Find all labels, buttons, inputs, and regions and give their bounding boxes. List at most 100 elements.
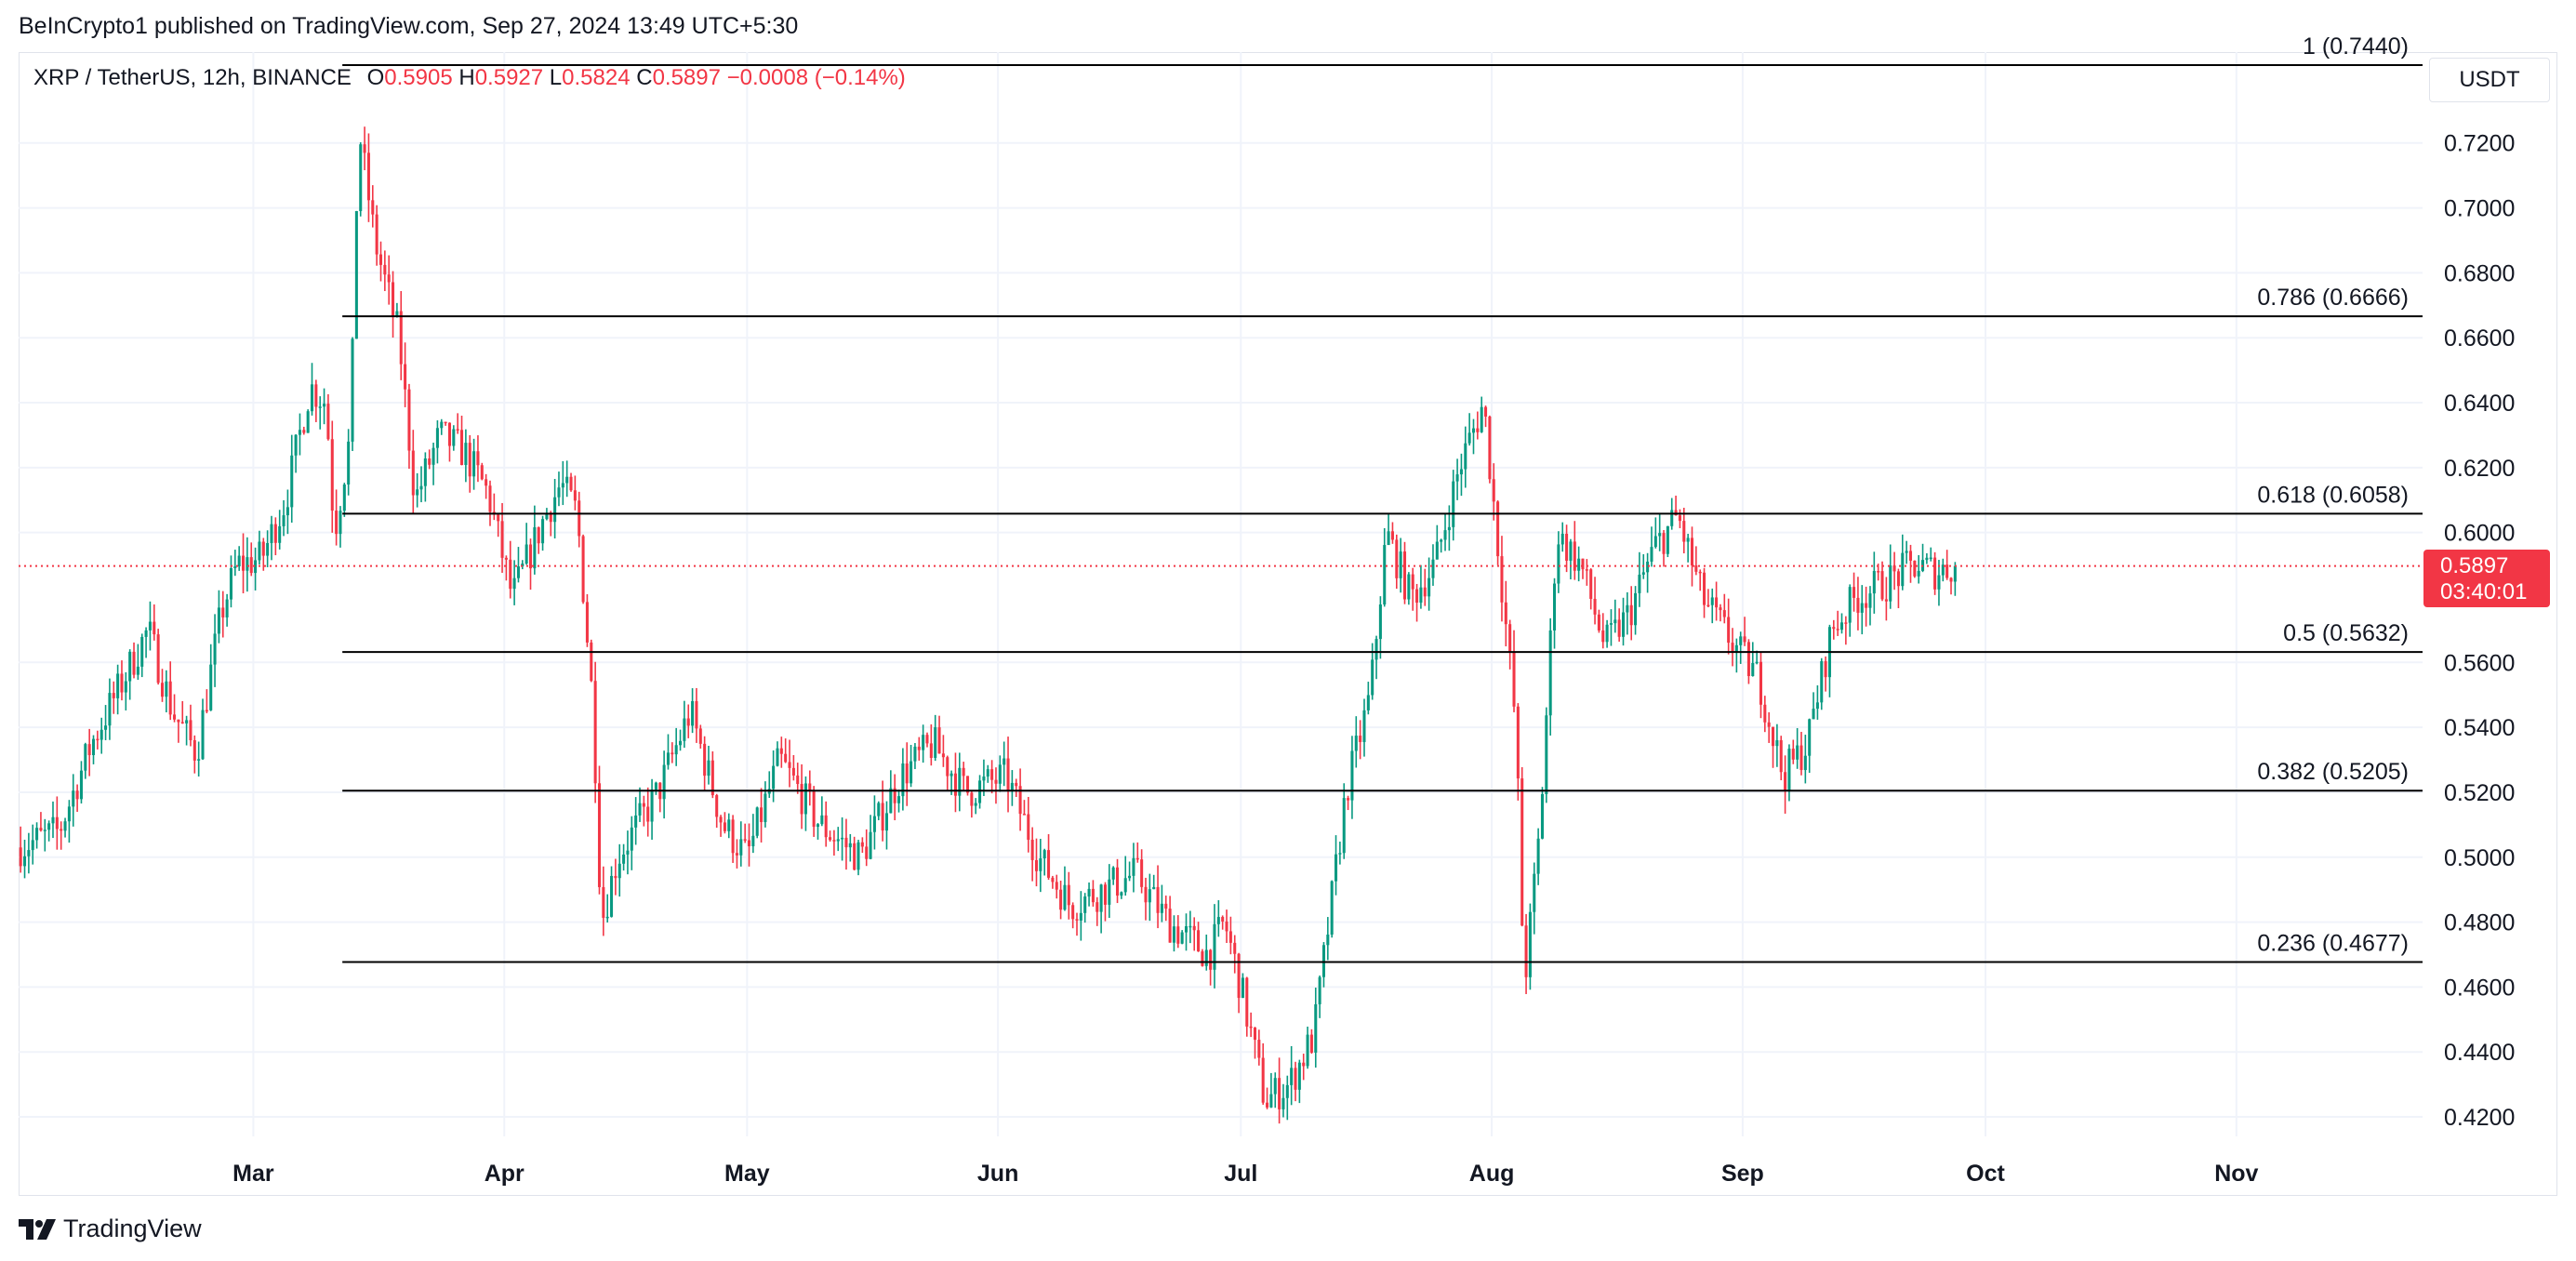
candle-body bbox=[829, 837, 832, 841]
open-value: 0.5905 bbox=[384, 65, 453, 90]
candle-body bbox=[43, 830, 46, 831]
tradingview-logo[interactable]: TradingView bbox=[19, 1215, 202, 1243]
candle-body bbox=[209, 664, 213, 710]
candle-body bbox=[913, 746, 917, 762]
candle-body bbox=[165, 681, 168, 697]
candle-body bbox=[1884, 599, 1888, 602]
candle-body bbox=[1905, 551, 1908, 553]
candle-body bbox=[168, 681, 172, 715]
candle-body bbox=[910, 761, 913, 784]
candle-body bbox=[460, 430, 464, 465]
candle-body bbox=[581, 536, 585, 603]
candle-body bbox=[727, 819, 731, 831]
candle-body bbox=[1201, 951, 1204, 966]
candle-body bbox=[193, 739, 196, 761]
candle-body bbox=[1605, 624, 1609, 643]
candle-body bbox=[1330, 881, 1334, 935]
candle-body bbox=[1496, 501, 1500, 557]
candle-body bbox=[500, 521, 504, 558]
candle-body bbox=[351, 338, 354, 442]
candle-body bbox=[108, 693, 112, 726]
candle-body bbox=[1209, 949, 1213, 970]
candle-body bbox=[796, 775, 800, 785]
candle-body bbox=[35, 828, 39, 841]
candle-body bbox=[1249, 1026, 1253, 1029]
candle-body bbox=[897, 796, 901, 803]
candle-body bbox=[177, 719, 180, 723]
candle-body bbox=[1727, 617, 1731, 644]
candle-body bbox=[1095, 902, 1099, 912]
candle-body bbox=[877, 803, 881, 816]
close-value: 0.5897 bbox=[652, 65, 721, 90]
candle-body bbox=[1763, 704, 1767, 723]
candle-body bbox=[865, 846, 869, 859]
candle-body bbox=[1172, 926, 1175, 943]
grid-lines bbox=[19, 52, 2423, 1136]
candle-body bbox=[1083, 896, 1087, 913]
candle-body bbox=[1662, 533, 1666, 554]
candle-body bbox=[306, 411, 310, 433]
candle-body bbox=[273, 524, 277, 543]
candle-body bbox=[978, 780, 982, 803]
candle-body bbox=[949, 773, 953, 777]
candle-body bbox=[1051, 877, 1055, 883]
candle-body bbox=[1569, 541, 1573, 561]
candle-body bbox=[1565, 533, 1569, 561]
candle-body bbox=[1188, 925, 1192, 928]
fib-label: 0.5 (0.5632) bbox=[2283, 620, 2409, 646]
candle-body bbox=[841, 837, 844, 840]
candle-body bbox=[1508, 624, 1512, 653]
candle-body bbox=[860, 842, 864, 847]
candle-body bbox=[674, 745, 678, 755]
candle-body bbox=[1440, 539, 1443, 542]
candle-body bbox=[189, 720, 193, 740]
candle-body bbox=[731, 819, 735, 854]
candle-body bbox=[1892, 565, 1896, 572]
candle-body bbox=[929, 743, 933, 758]
candle-body bbox=[1860, 603, 1864, 613]
candle-body bbox=[1609, 623, 1613, 625]
candle-body bbox=[1945, 564, 1949, 578]
candle-body bbox=[1160, 903, 1163, 913]
candle-body bbox=[1108, 879, 1111, 905]
candle-body bbox=[229, 568, 232, 600]
candle-body bbox=[468, 443, 471, 477]
low-label: L bbox=[549, 65, 563, 90]
candle-body bbox=[982, 777, 986, 781]
candle-body bbox=[156, 634, 160, 684]
candle-body bbox=[1135, 857, 1139, 860]
candle-body bbox=[1241, 977, 1244, 999]
candle-body bbox=[541, 519, 545, 544]
candle-body bbox=[1710, 597, 1714, 605]
candle-body bbox=[1427, 577, 1431, 597]
candle-body bbox=[1459, 469, 1463, 475]
candle-body bbox=[39, 828, 43, 830]
candle-body bbox=[905, 763, 909, 784]
chart-frame[interactable] bbox=[19, 52, 2557, 1196]
candle-body bbox=[1856, 597, 1860, 613]
candle-body bbox=[1520, 778, 1524, 926]
candle-body bbox=[1010, 782, 1014, 791]
candle-body bbox=[986, 769, 989, 777]
candle-body bbox=[1018, 786, 1022, 815]
candle-body bbox=[258, 541, 261, 561]
candle-body bbox=[140, 636, 144, 667]
candle-body bbox=[1880, 571, 1884, 600]
candle-body bbox=[743, 839, 747, 841]
candle-body bbox=[953, 773, 957, 796]
currency-button[interactable]: USDT bbox=[2429, 58, 2550, 102]
price-badge: 0.5897 03:40:01 bbox=[2423, 549, 2550, 607]
x-tick-label: Nov bbox=[2214, 1161, 2258, 1187]
candle-body bbox=[1573, 541, 1576, 571]
candle-body bbox=[19, 847, 22, 867]
candle-body bbox=[1658, 533, 1662, 537]
candle-body bbox=[853, 843, 856, 870]
candle-body bbox=[132, 651, 136, 675]
candle-body bbox=[642, 803, 645, 807]
candle-body bbox=[366, 153, 370, 201]
candle-body bbox=[820, 815, 824, 825]
candle-body bbox=[1233, 942, 1237, 954]
price-badge-value: 0.5897 bbox=[2440, 552, 2509, 578]
candle-body bbox=[1354, 736, 1358, 751]
